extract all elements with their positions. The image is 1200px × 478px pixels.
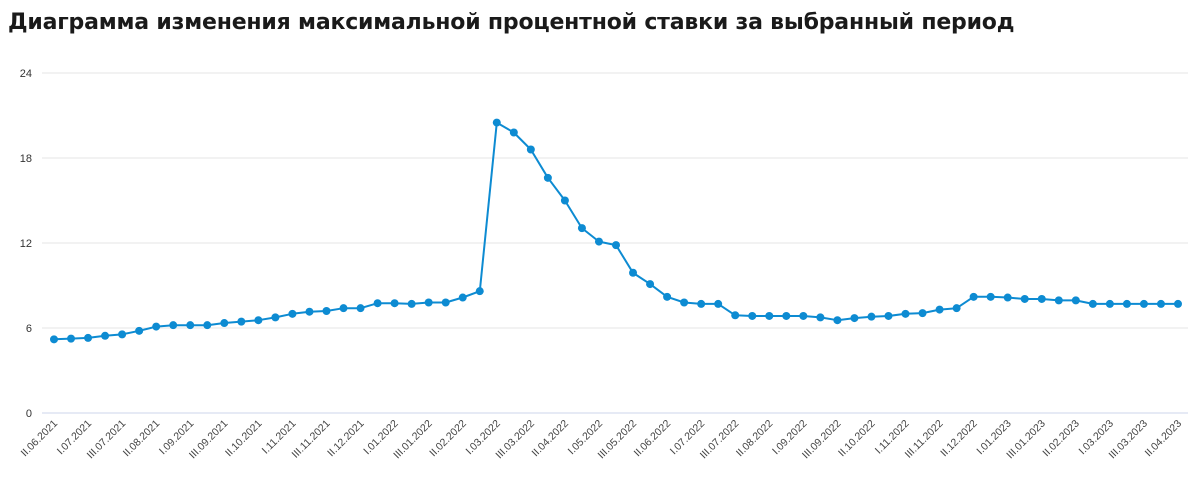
data-point-marker[interactable] [577,224,586,233]
x-tick-label: II.06.2022 [632,418,674,460]
y-axis-labels: 0 6 12 18 24 [20,68,32,420]
data-point-marker[interactable] [1054,296,1063,305]
data-point-marker[interactable] [186,321,195,330]
data-point-marker[interactable] [731,311,740,320]
data-point-marker[interactable] [543,173,552,182]
x-tick-label: II.12.2021 [325,418,367,460]
data-point-marker[interactable] [1037,294,1046,303]
data-point-marker[interactable] [152,322,161,331]
data-point-marker[interactable] [509,128,518,137]
data-point-marker[interactable] [526,145,535,154]
x-tick-label: II.10.2022 [836,418,878,460]
data-point-marker[interactable] [560,196,569,205]
data-point-marker[interactable] [254,316,263,325]
x-tick-label: II.08.2022 [734,418,776,460]
data-point-marker[interactable] [1105,299,1114,308]
x-tick-label: II.12.2022 [938,418,980,460]
data-point-marker[interactable] [135,326,144,335]
data-point-marker[interactable] [288,309,297,318]
data-point-marker[interactable] [203,321,212,330]
data-point-marker[interactable] [441,298,450,307]
data-point-marker[interactable] [612,241,620,250]
chart-title: Диаграмма изменения максимальной процент… [8,10,1015,35]
x-tick-label: II.02.2023 [1040,418,1082,460]
data-point-marker[interactable] [373,299,382,308]
data-point-marker[interactable] [1174,299,1182,308]
series-line [53,121,1178,341]
data-point-marker[interactable] [748,311,757,320]
data-point-marker[interactable] [833,316,842,325]
data-point-marker[interactable] [918,309,927,318]
y-tick-label: 18 [20,153,32,165]
x-tick-label: II.10.2021 [223,418,265,460]
data-point-marker[interactable] [492,118,501,127]
data-point-marker[interactable] [884,311,893,320]
data-point-marker[interactable] [1088,299,1097,308]
data-point-marker[interactable] [697,299,706,308]
data-point-marker[interactable] [356,304,365,313]
data-point-marker[interactable] [816,313,825,322]
data-point-marker[interactable] [867,312,876,321]
data-point-marker[interactable] [271,313,280,322]
data-point-marker[interactable] [901,309,910,318]
data-point-marker[interactable] [952,304,961,313]
data-point-marker[interactable] [799,311,808,320]
data-point-marker[interactable] [594,237,603,246]
data-point-marker[interactable] [407,299,416,308]
data-point-marker[interactable] [50,335,58,344]
y-tick-label: 12 [20,238,32,250]
y-tick-label: 6 [26,323,32,335]
data-point-marker[interactable] [322,307,331,315]
x-tick-label: II.06.2021 [19,418,61,460]
data-point-marker[interactable] [339,304,348,313]
data-point-marker[interactable] [305,307,314,316]
data-point-marker[interactable] [1003,293,1012,302]
data-point-marker[interactable] [850,314,859,323]
data-point-marker[interactable] [1156,299,1165,308]
x-tick-label: II.02.2022 [427,418,469,460]
data-point-marker[interactable] [1020,294,1029,303]
x-tick-label: II.04.2022 [530,418,572,460]
data-point-marker[interactable] [424,298,433,307]
data-point-marker[interactable] [84,333,93,342]
data-point-marker[interactable] [714,299,723,308]
data-point-marker[interactable] [1071,296,1080,305]
data-point-marker[interactable] [1122,299,1131,308]
data-point-marker[interactable] [646,280,655,289]
data-point-marker[interactable] [663,292,672,301]
data-point-marker[interactable] [475,287,484,296]
data-point-marker[interactable] [118,330,127,339]
data-point-marker[interactable] [782,311,791,320]
data-point-marker[interactable] [169,321,178,330]
data-point-marker[interactable] [237,317,246,326]
data-point-marker[interactable] [986,292,995,301]
y-tick-label: 0 [26,408,32,420]
data-point-marker[interactable] [1139,299,1148,308]
data-point-marker[interactable] [935,305,944,314]
data-point-marker[interactable] [101,331,110,340]
data-point-marker[interactable] [969,292,978,301]
data-point-marker[interactable] [458,293,467,302]
y-tick-label: 24 [20,68,32,80]
data-point-marker[interactable] [390,299,399,308]
x-tick-label: II.08.2021 [121,418,163,460]
data-point-marker[interactable] [680,298,689,307]
data-point-marker[interactable] [629,268,638,277]
data-point-marker[interactable] [765,311,774,320]
x-tick-label: II.04.2023 [1143,418,1185,460]
data-point-marker[interactable] [220,319,229,328]
x-axis-labels: II.06.2021I.07.2021III.07.2021II.08.2021… [19,418,1185,462]
data-point-marker[interactable] [67,334,76,343]
data-series [50,118,1182,344]
